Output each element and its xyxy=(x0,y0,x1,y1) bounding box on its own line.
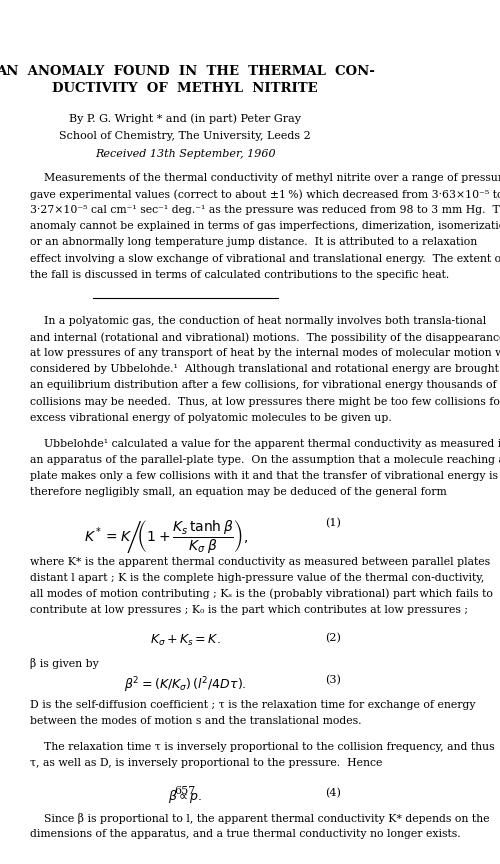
Text: D is the self-diffusion coefficient ; τ is the relaxation time for exchange of e: D is the self-diffusion coefficient ; τ … xyxy=(30,700,475,709)
Text: (3): (3) xyxy=(325,676,340,686)
Text: In a polyatomic gas, the conduction of heat normally involves both transla-tiona: In a polyatomic gas, the conduction of h… xyxy=(30,316,486,326)
Text: all modes of motion contributing ; Kₛ is the (probably vibrational) part which f: all modes of motion contributing ; Kₛ is… xyxy=(30,589,492,600)
Text: effect involving a slow exchange of vibrational and translational energy.  The e: effect involving a slow exchange of vibr… xyxy=(30,254,500,264)
Text: 657: 657 xyxy=(174,785,196,796)
Text: The relaxation time τ is inversely proportional to the collision frequency, and : The relaxation time τ is inversely propo… xyxy=(30,741,494,752)
Text: excess vibrational energy of polyatomic molecules to be given up.: excess vibrational energy of polyatomic … xyxy=(30,413,392,422)
Text: and internal (rotational and vibrational) motions.  The possibility of the disap: and internal (rotational and vibrational… xyxy=(30,332,500,342)
Text: Ubbelohde¹ calculated a value for the apparent thermal conductivity as measured : Ubbelohde¹ calculated a value for the ap… xyxy=(30,439,500,448)
Text: collisions may be needed.  Thus, at low pressures there might be too few collisi: collisions may be needed. Thus, at low p… xyxy=(30,397,500,407)
Text: 3·27×10⁻⁵ cal cm⁻¹ sec⁻¹ deg.⁻¹ as the pressure was reduced from 98 to 3 mm Hg. : 3·27×10⁻⁵ cal cm⁻¹ sec⁻¹ deg.⁻¹ as the p… xyxy=(30,205,500,215)
Text: distant l apart ; K is the complete high-pressure value of the thermal con-ducti: distant l apart ; K is the complete high… xyxy=(30,573,484,582)
Text: gave experimental values (correct to about ±1 %) which decreased from 3·63×10⁻⁵ : gave experimental values (correct to abo… xyxy=(30,189,500,200)
Text: DUCTIVITY  OF  METHYL  NITRITE: DUCTIVITY OF METHYL NITRITE xyxy=(52,82,318,95)
Text: considered by Ubbelohde.¹  Although translational and rotational energy are brou: considered by Ubbelohde.¹ Although trans… xyxy=(30,365,500,374)
Text: an equilibrium distribution after a few collisions, for vibrational energy thous: an equilibrium distribution after a few … xyxy=(30,380,496,391)
Text: or an abnormally long temperature jump distance.  It is attributed to a relaxati: or an abnormally long temperature jump d… xyxy=(30,238,477,247)
Text: (1): (1) xyxy=(325,518,340,528)
Text: By P. G. Wright * and (in part) Peter Gray: By P. G. Wright * and (in part) Peter Gr… xyxy=(69,113,301,124)
Text: (4): (4) xyxy=(325,788,340,798)
Text: contribute at low pressures ; K₀ is the part which contributes at low pressures : contribute at low pressures ; K₀ is the … xyxy=(30,605,468,615)
Text: an apparatus of the parallel-plate type.  On the assumption that a molecule reac: an apparatus of the parallel-plate type.… xyxy=(30,454,500,465)
Text: $\beta^2 = (K/K_\sigma)\,(l^2/4D\tau).$: $\beta^2 = (K/K_\sigma)\,(l^2/4D\tau).$ xyxy=(124,676,246,695)
Text: the fall is discussed in terms of calculated contributions to the specific heat.: the fall is discussed in terms of calcul… xyxy=(30,270,449,280)
Text: anomaly cannot be explained in terms of gas imperfections, dimerization, isomeri: anomaly cannot be explained in terms of … xyxy=(30,221,500,232)
Text: School of Chemistry, The University, Leeds 2: School of Chemistry, The University, Lee… xyxy=(60,130,311,141)
Text: β is given by: β is given by xyxy=(30,658,98,669)
Text: τ, as well as D, is inversely proportional to the pressure.  Hence: τ, as well as D, is inversely proportion… xyxy=(30,758,382,768)
Text: plate makes only a few collisions with it and that the transfer of vibrational e: plate makes only a few collisions with i… xyxy=(30,471,498,481)
Text: $K^* = K\!\left/\!\!\left(1+\dfrac{K_s\,\tanh\beta}{K_\sigma\;\beta}\right),\rig: $K^* = K\!\left/\!\!\left(1+\dfrac{K_s\,… xyxy=(84,518,248,555)
Text: at low pressures of any transport of heat by the internal modes of molecular mot: at low pressures of any transport of hea… xyxy=(30,348,500,359)
Text: Since β is proportional to l, the apparent thermal conductivity K* depends on th: Since β is proportional to l, the appare… xyxy=(30,813,489,823)
Text: (2): (2) xyxy=(325,633,340,644)
Text: $K_\sigma + K_s = K.$: $K_\sigma + K_s = K.$ xyxy=(150,633,220,648)
Text: dimensions of the apparatus, and a true thermal conductivity no longer exists.: dimensions of the apparatus, and a true … xyxy=(30,829,460,839)
Text: AN  ANOMALY  FOUND  IN  THE  THERMAL  CON-: AN ANOMALY FOUND IN THE THERMAL CON- xyxy=(0,65,374,78)
Text: therefore negligibly small, an equation may be deduced of the general form: therefore negligibly small, an equation … xyxy=(30,487,447,497)
Text: $\beta \propto p.$: $\beta \propto p.$ xyxy=(168,788,202,805)
Text: between the modes of motion s and the translational modes.: between the modes of motion s and the tr… xyxy=(30,715,361,726)
Text: where K* is the apparent thermal conductivity as measured between parallel plate: where K* is the apparent thermal conduct… xyxy=(30,556,489,567)
Text: Received 13th September, 1960: Received 13th September, 1960 xyxy=(95,149,276,159)
Text: Measurements of the thermal conductivity of methyl nitrite over a range of press: Measurements of the thermal conductivity… xyxy=(30,173,500,183)
